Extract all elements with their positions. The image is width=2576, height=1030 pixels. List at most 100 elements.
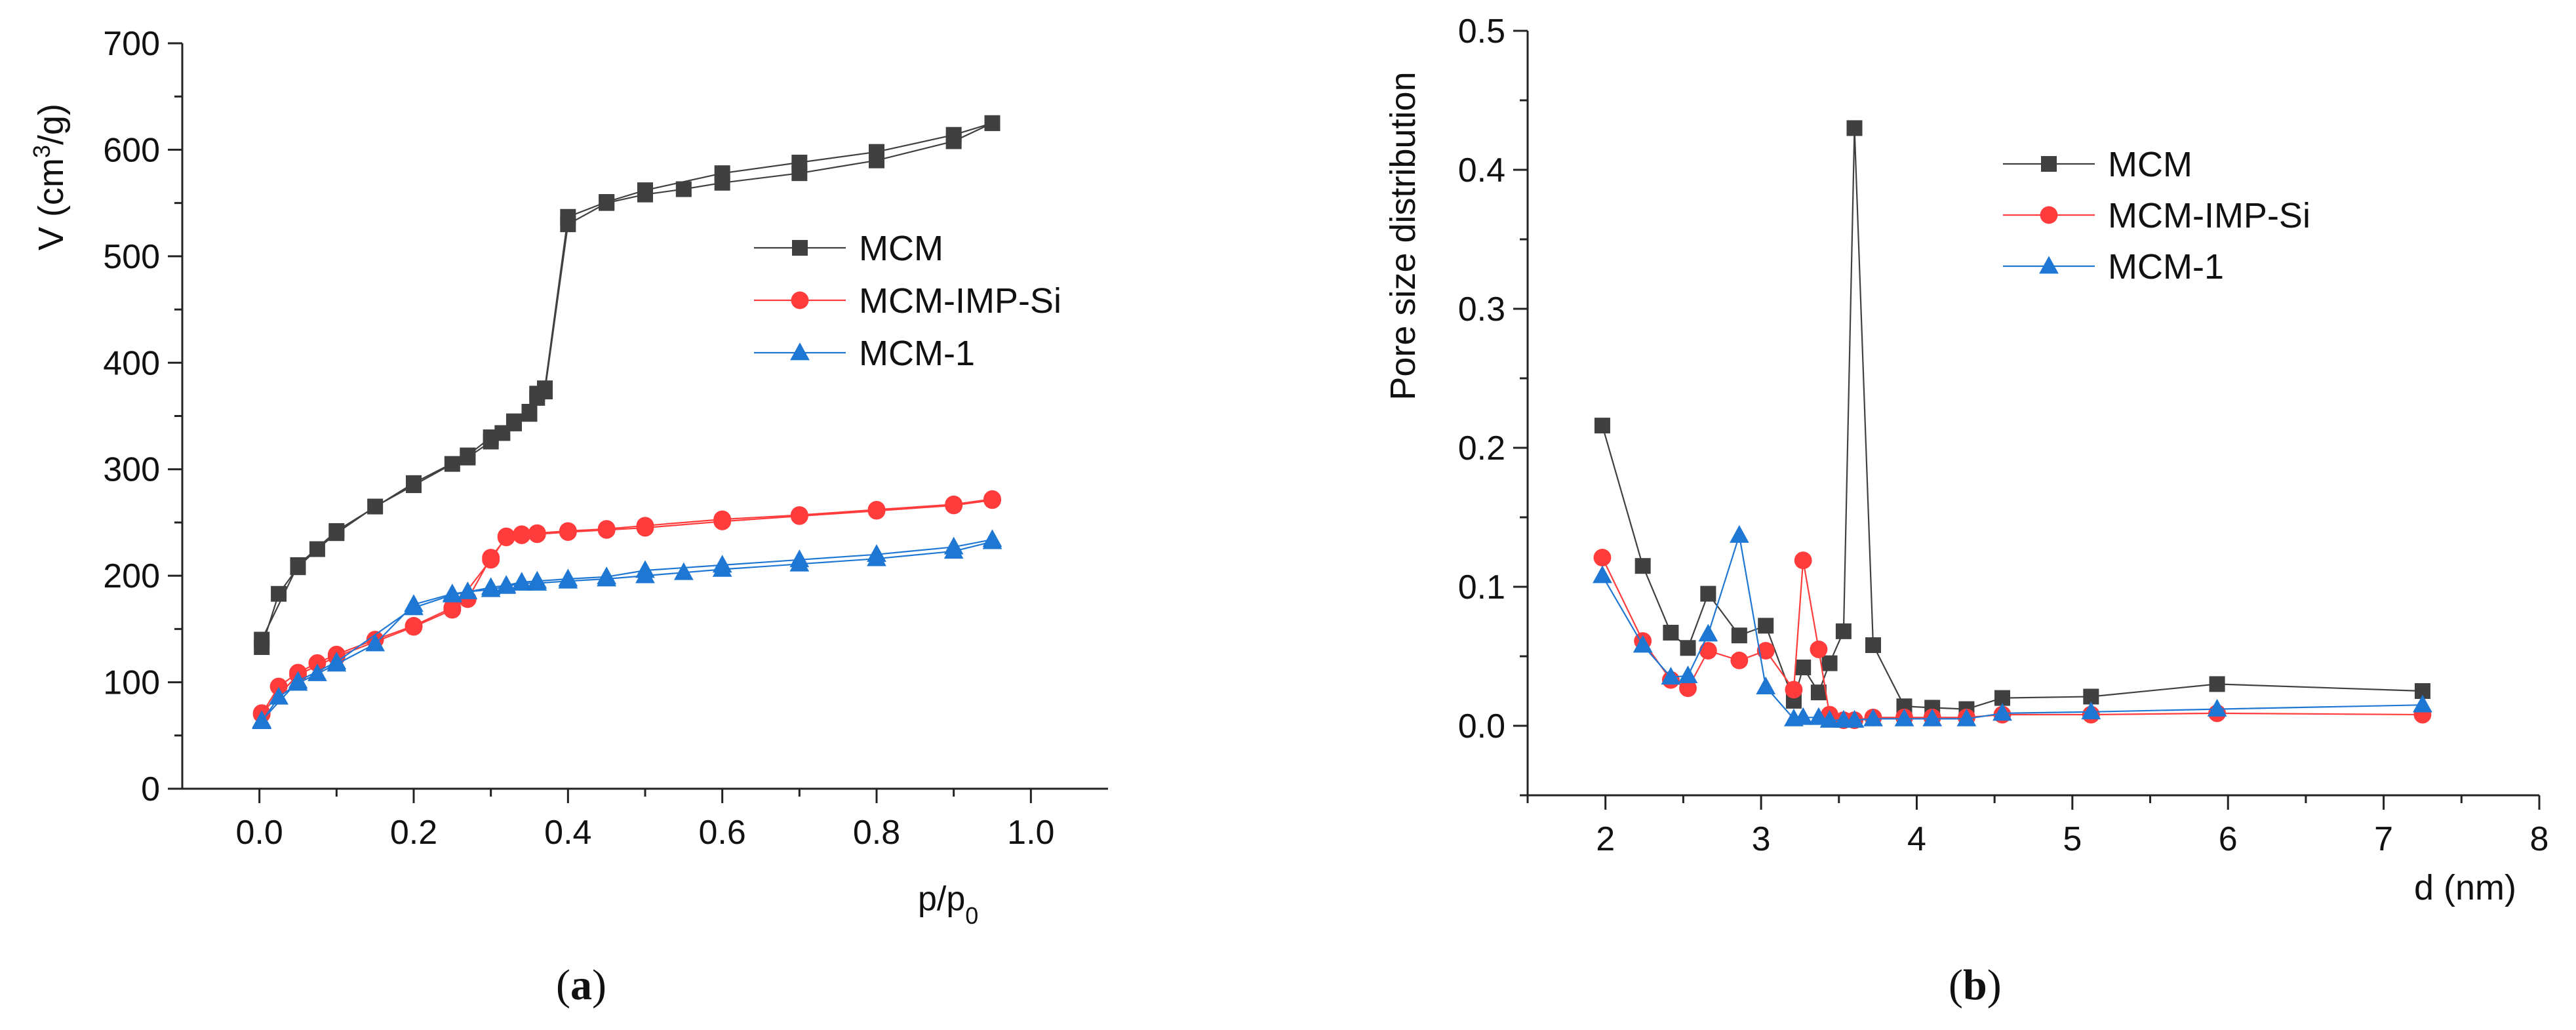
x-tick-label: 0.4 [544, 814, 591, 852]
data-point-mcm-1 [1863, 708, 1883, 726]
series-line-mcm-1 [261, 541, 993, 723]
data-point-mcm [1731, 627, 1747, 644]
data-point-mcm [444, 456, 460, 472]
x-tick-label: 0.0 [236, 814, 283, 852]
data-point-mcm-1 [789, 549, 810, 568]
x-axis-label: p/p0 [918, 880, 978, 929]
y-tick-label: 0.3 [1458, 290, 1505, 328]
data-point-mcm [2209, 676, 2225, 692]
data-point-mcm-1 [635, 560, 655, 578]
data-point-mcm-1 [1633, 635, 1653, 653]
data-point-mcm [599, 194, 615, 210]
data-point-mcm [560, 208, 576, 225]
data-point-mcm-imp-si [597, 520, 616, 538]
data-point-mcm-1 [1793, 707, 1813, 725]
y-tick-label: 200 [103, 557, 160, 595]
caption-b-close: ) [1987, 961, 2002, 1009]
data-point-mcm-imp-si [1679, 679, 1697, 698]
data-point-mcm-1 [1593, 565, 1612, 584]
data-point-mcm-1 [2413, 694, 2432, 713]
data-point-mcm [1865, 637, 1881, 654]
data-point-mcm [406, 475, 422, 491]
data-point-mcm [254, 631, 270, 648]
legend-marker-mcm-imp-si [791, 291, 809, 309]
legend-marker-mcm-1 [2039, 256, 2059, 274]
data-point-mcm [675, 181, 692, 197]
data-point-mcm-1 [712, 555, 732, 573]
x-tick-label: 0.6 [699, 814, 746, 852]
data-point-mcm [1846, 120, 1863, 136]
data-point-mcm-1 [1844, 709, 1865, 728]
y-tick-label: 0.1 [1458, 568, 1505, 606]
series-line-mcm-1 [1601, 535, 2423, 721]
legend-marker-mcm-imp-si [2040, 206, 2058, 224]
data-point-mcm-1 [1678, 665, 1698, 684]
data-point-mcm [1663, 624, 1679, 641]
data-point-mcm-1 [327, 652, 347, 670]
data-point-mcm-1 [481, 577, 501, 595]
y-tick-label: 0.4 [1458, 151, 1505, 189]
data-point-mcm-imp-si [308, 654, 327, 672]
data-point-mcm-1 [982, 529, 1002, 547]
data-point-mcm [1821, 655, 1838, 671]
data-point-mcm [1795, 659, 1812, 675]
x-tick-label: 7 [2374, 820, 2393, 858]
legend: MCM MCM-IMP-Si MCM-1 [754, 229, 1061, 373]
data-point-mcm-imp-si [1593, 549, 1612, 566]
data-point-mcm [791, 154, 808, 170]
data-point-mcm [290, 557, 306, 573]
caption-a: (a) [556, 961, 606, 1010]
y-axis-label: V (cm3/g) [28, 104, 71, 250]
data-point-mcm-1 [867, 544, 886, 562]
legend-marker-mcm [2041, 156, 2057, 172]
legend-label-mcm-imp-si: MCM-IMP-Si [2108, 196, 2310, 235]
legend-label-mcm-imp-si: MCM-IMP-Si [859, 281, 1061, 321]
data-point-mcm-1 [558, 568, 578, 587]
data-point-mcm-1 [1922, 708, 1943, 726]
data-point-mcm-1 [458, 581, 478, 599]
x-tick-label: 5 [2063, 820, 2082, 858]
y-tick-label: 600 [103, 131, 160, 169]
data-point-mcm-imp-si [1699, 642, 1717, 660]
x-tick-label: 4 [1907, 820, 1926, 858]
caption-a-close: ) [591, 961, 606, 1009]
y-tick-label: 0 [141, 770, 160, 808]
data-point-mcm [529, 386, 545, 402]
data-point-mcm-1 [1729, 525, 1749, 543]
data-point-mcm-imp-si [405, 618, 423, 636]
data-point-mcm-1 [1698, 624, 1718, 642]
data-point-mcm [309, 541, 325, 557]
data-point-mcm [637, 182, 653, 199]
data-point-mcm-1 [252, 710, 272, 728]
data-point-mcm [505, 413, 522, 429]
data-point-mcm-1 [1819, 709, 1840, 728]
x-tick-label: 0.2 [390, 814, 437, 852]
data-point-mcm [521, 404, 538, 420]
data-point-mcm-1 [511, 572, 532, 590]
caption-b-letter: b [1962, 961, 1987, 1009]
data-point-mcm [714, 165, 730, 182]
data-point-mcm [271, 585, 287, 602]
data-point-mcm-1 [496, 575, 517, 593]
legend-marker-mcm [792, 240, 808, 256]
data-point-mcm-imp-si [1785, 681, 1803, 699]
data-point-mcm [1835, 623, 1852, 639]
data-point-mcm-imp-si [790, 506, 808, 524]
data-point-mcm-imp-si [867, 500, 886, 519]
data-point-mcm-imp-si [713, 510, 732, 528]
series-line-mcm-imp-si [1601, 557, 2423, 721]
data-point-mcm-1 [307, 663, 327, 681]
y-tick-label: 300 [103, 451, 160, 489]
data-point-mcm [1594, 418, 1610, 434]
data-point-mcm-1 [1992, 703, 2012, 721]
data-point-mcm-1 [269, 686, 288, 705]
data-point-mcm [984, 115, 1001, 131]
data-point-mcm-1 [1756, 677, 1776, 694]
data-point-mcm [1700, 585, 1716, 602]
data-point-mcm [945, 127, 962, 143]
data-point-mcm-1 [442, 584, 462, 603]
legend-label-mcm-1: MCM-1 [859, 334, 975, 373]
data-point-mcm [328, 523, 345, 539]
legend-label-mcm-1: MCM-1 [2108, 247, 2224, 287]
data-point-mcm [1758, 618, 1774, 634]
